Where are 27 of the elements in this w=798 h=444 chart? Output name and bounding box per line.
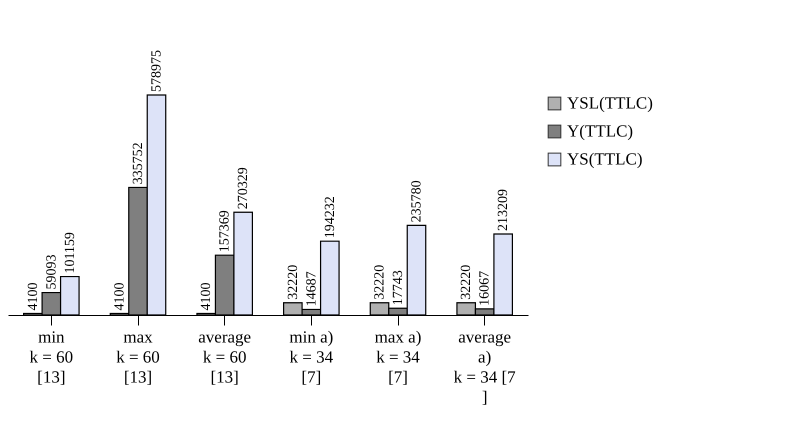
data-label: 235780 [409, 180, 424, 222]
x-tick-label: min a) k = 34 [7] [289, 328, 334, 386]
legend-label: YS(TTLC) [567, 150, 643, 168]
data-label: 32220 [372, 264, 388, 300]
data-label: 4100 [199, 282, 214, 310]
data-label: 101159 [62, 232, 78, 274]
data-label: 270329 [236, 167, 252, 210]
data-label: 59093 [44, 254, 60, 290]
x-tick-label: average a) k = 34 [7 ] [454, 328, 516, 406]
data-label: 335752 [131, 142, 146, 184]
x-tick-label: min k = 60 [13] [30, 328, 74, 386]
legend-label: Y(TTLC) [567, 122, 634, 140]
data-label: 4100 [26, 282, 41, 310]
x-tick-label: average k = 60 [13] [198, 328, 252, 386]
data-label: 578975 [149, 50, 164, 92]
data-label: 16067 [478, 270, 493, 306]
data-label: 4100 [112, 282, 128, 310]
data-label: 17743 [391, 270, 406, 306]
data-label: 14687 [304, 271, 320, 306]
data-label: 32220 [459, 264, 474, 300]
data-label: 213209 [496, 188, 512, 231]
data-label: 32220 [286, 264, 301, 300]
x-tick-label: max a) k = 34 [7] [374, 328, 422, 386]
data-label: 157369 [218, 210, 233, 252]
legend-label: YSL(TTLC) [567, 94, 653, 112]
x-tick-label: max k = 60 [13] [116, 328, 160, 386]
data-label: 194232 [322, 196, 338, 238]
